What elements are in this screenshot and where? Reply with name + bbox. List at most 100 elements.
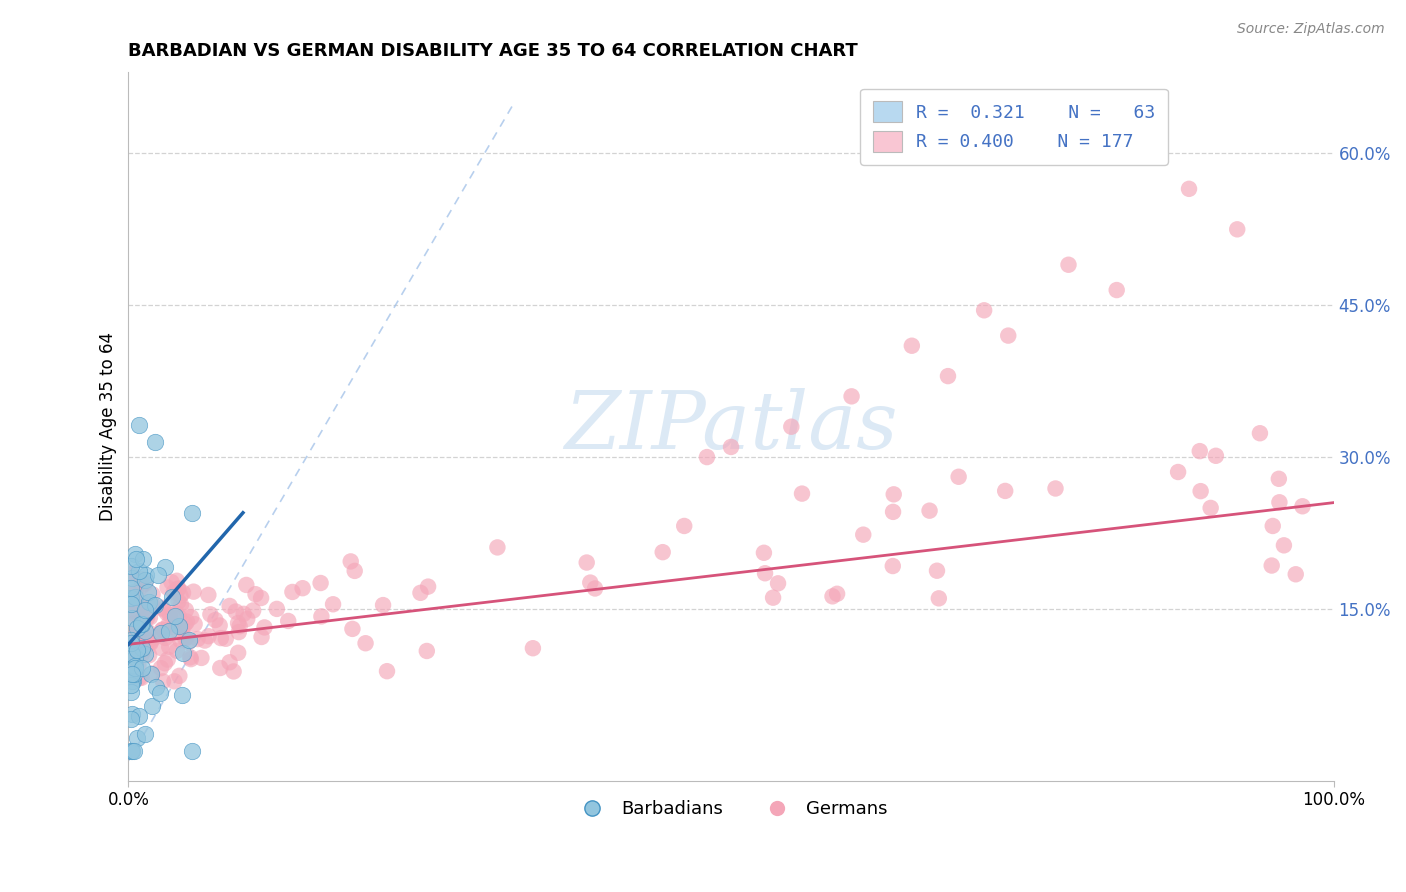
Point [166, 644, 188, 658]
Point [174, 631, 197, 645]
Point [139, 636, 162, 650]
Point [120, 566, 142, 581]
Point [120, 712, 142, 726]
Point [720, 440, 742, 454]
Point [131, 671, 153, 685]
Point [166, 574, 188, 588]
Point [575, 556, 598, 570]
Point [132, 641, 155, 656]
Point [752, 546, 775, 560]
Point [1272, 538, 1295, 552]
Point [127, 637, 149, 651]
Point [122, 744, 145, 758]
Point [997, 328, 1019, 343]
Point [122, 627, 145, 641]
Point [852, 527, 875, 541]
Point [156, 652, 179, 666]
Point [170, 598, 193, 612]
Point [139, 610, 162, 624]
Point [1226, 222, 1249, 236]
Point [138, 625, 160, 640]
Point [1199, 500, 1222, 515]
Point [120, 591, 142, 605]
Point [157, 616, 180, 631]
Point [179, 650, 201, 665]
Point [1260, 558, 1282, 573]
Point [354, 636, 377, 650]
Point [122, 666, 145, 681]
Point [841, 389, 863, 403]
Point [1205, 449, 1227, 463]
Point [183, 617, 205, 632]
Point [136, 611, 159, 625]
Point [235, 578, 257, 592]
Point [127, 596, 149, 610]
Point [163, 609, 186, 624]
Point [696, 450, 718, 464]
Point [200, 607, 222, 622]
Point [129, 617, 152, 632]
Point [163, 674, 186, 689]
Point [187, 632, 209, 646]
Point [156, 606, 179, 620]
Point [901, 339, 924, 353]
Point [157, 640, 180, 654]
Point [311, 609, 333, 624]
Point [883, 487, 905, 501]
Point [141, 587, 163, 601]
Point [172, 586, 194, 600]
Point [371, 598, 394, 612]
Point [174, 632, 197, 646]
Point [1261, 519, 1284, 533]
Point [134, 576, 156, 591]
Point [342, 622, 364, 636]
Point [169, 669, 191, 683]
Point [172, 688, 194, 702]
Point [139, 600, 162, 615]
Point [218, 599, 240, 613]
Point [155, 631, 177, 645]
Point [124, 658, 146, 673]
Point [177, 635, 200, 649]
Text: ZIPatlas: ZIPatlas [564, 388, 898, 466]
Point [1178, 182, 1201, 196]
Point [204, 613, 226, 627]
Point [209, 661, 232, 675]
Point [128, 417, 150, 432]
Point [128, 708, 150, 723]
Point [135, 636, 157, 650]
Point [180, 506, 202, 520]
Point [122, 645, 145, 659]
Point [120, 567, 142, 582]
Point [132, 601, 155, 615]
Point [163, 585, 186, 599]
Point [166, 619, 188, 633]
Point [409, 586, 432, 600]
Point [128, 671, 150, 685]
Point [131, 572, 153, 586]
Point [124, 650, 146, 665]
Point [150, 641, 173, 656]
Point [226, 616, 249, 631]
Point [134, 603, 156, 617]
Point [124, 547, 146, 561]
Point [579, 575, 602, 590]
Point [190, 651, 212, 665]
Point [131, 641, 153, 656]
Point [936, 369, 959, 384]
Point [125, 621, 148, 635]
Point [121, 673, 143, 688]
Point [157, 624, 180, 638]
Point [145, 598, 167, 612]
Point [167, 619, 190, 633]
Point [291, 581, 314, 595]
Point [134, 600, 156, 615]
Point [583, 582, 606, 596]
Point [825, 587, 848, 601]
Point [152, 674, 174, 689]
Point [215, 632, 238, 646]
Point [1188, 444, 1211, 458]
Point [136, 585, 159, 599]
Point [780, 419, 803, 434]
Point [139, 667, 162, 681]
